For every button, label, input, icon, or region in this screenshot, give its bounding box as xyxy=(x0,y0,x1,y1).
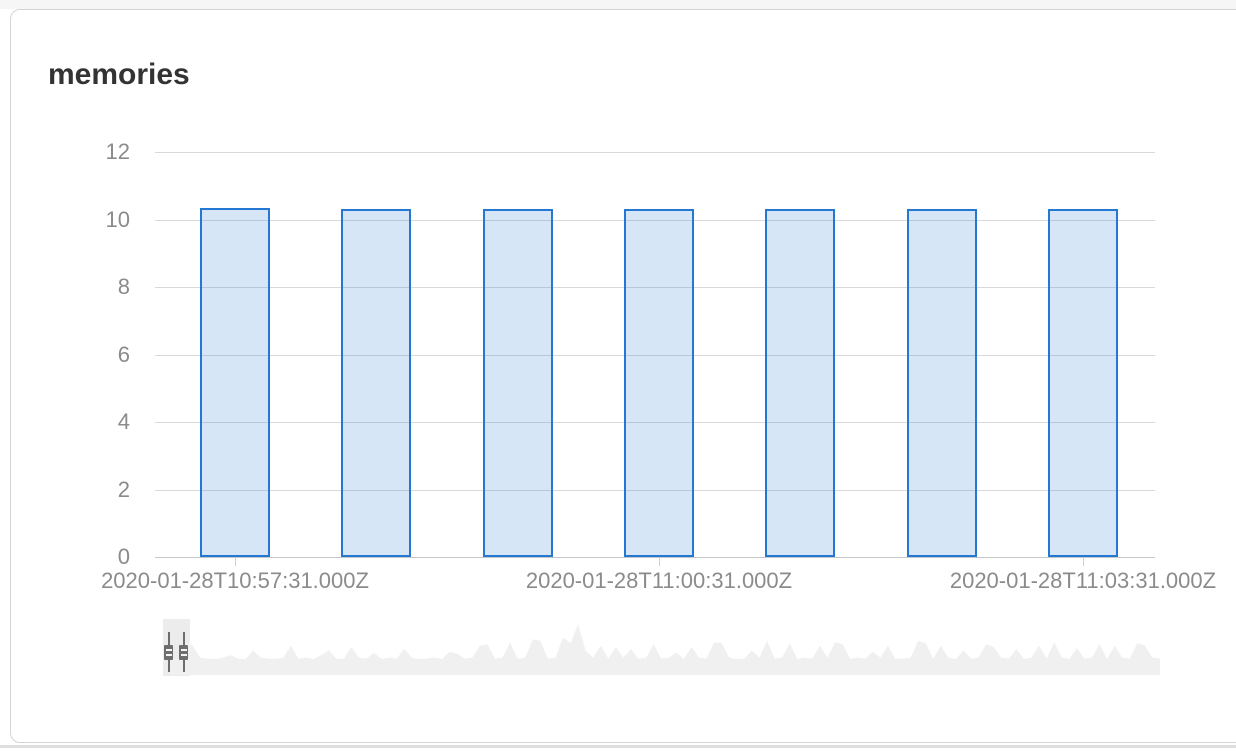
visualization-panel: memories xyxy=(10,9,1236,743)
brush-handle-grip-icon xyxy=(179,645,188,660)
bar-1[interactable] xyxy=(341,209,412,557)
chart-title: memories xyxy=(48,58,190,91)
bar-4[interactable] xyxy=(765,209,836,557)
brush-area-shape xyxy=(170,624,1160,675)
brush-area-chart[interactable] xyxy=(170,621,1160,675)
brush-handle-right[interactable] xyxy=(179,632,188,672)
bar-6[interactable] xyxy=(1047,209,1118,557)
page-top-gutter xyxy=(0,0,1236,9)
brush-handle-left[interactable] xyxy=(164,632,173,672)
bar-2[interactable] xyxy=(482,209,553,557)
brush-handle-grip-icon xyxy=(164,645,173,660)
bar-5[interactable] xyxy=(906,209,977,557)
bar-0[interactable] xyxy=(200,207,270,557)
page-bottom-divider xyxy=(0,745,1236,748)
bar-3[interactable] xyxy=(623,209,694,557)
